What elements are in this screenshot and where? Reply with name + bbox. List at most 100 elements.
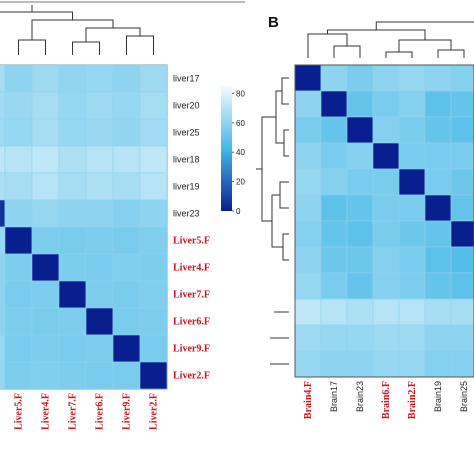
row-label: liver20 — [173, 101, 200, 111]
heatmap-cell — [346, 246, 374, 274]
heatmap-cell — [398, 350, 426, 378]
dendrogram-branch — [437, 49, 465, 58]
heatmap-cell — [85, 361, 114, 390]
heatmap-cell — [139, 253, 168, 282]
heatmap-cell — [320, 324, 348, 352]
heatmap-cell — [4, 307, 33, 336]
heatmap-cell — [31, 172, 60, 201]
heatmap-cell — [31, 64, 60, 93]
heatmap-cell — [346, 298, 374, 326]
heatmap-cell — [4, 334, 33, 363]
row-label: Liver2.F — [173, 371, 210, 382]
heatmap-cell — [139, 307, 168, 336]
heatmap-cell — [372, 90, 400, 118]
heatmap-cell — [398, 142, 426, 170]
panel-b-letter: B — [268, 14, 279, 31]
heatmap-cell — [320, 142, 348, 170]
heatmap-cell — [4, 253, 33, 282]
heatmap-cell — [424, 350, 452, 378]
heatmap-cell — [450, 90, 474, 118]
legend-colorbar — [221, 86, 232, 211]
column-label: Brain17 — [329, 381, 339, 412]
heatmap-cell — [139, 199, 168, 228]
heatmap-cell — [85, 226, 114, 255]
heatmap-cell — [139, 334, 168, 363]
heatmap-cell — [85, 118, 114, 147]
column-label: Liver6.F — [95, 393, 106, 430]
dendrogram-branch — [261, 116, 276, 222]
heatmap-cell — [112, 280, 141, 309]
heatmap-cell — [346, 194, 374, 222]
panel-a-column-labels: Liver5.F Liver4.F Liver7.F Liver6.F Liver9.F… — [14, 393, 160, 430]
row-label: Liver4.F — [173, 263, 210, 274]
heatmap-cell — [320, 64, 348, 92]
heatmap-cell — [294, 90, 322, 118]
heatmap-cell — [320, 116, 348, 144]
heatmap-cell — [58, 64, 87, 93]
heatmap-cell — [398, 272, 426, 300]
heatmap-cell — [346, 350, 374, 378]
heatmap-cell — [112, 64, 141, 93]
heatmap-cell — [31, 361, 60, 390]
heatmap-cell — [372, 168, 400, 196]
heatmap-cell — [112, 172, 141, 201]
heatmap-cell — [58, 172, 87, 201]
heatmap-cell — [294, 272, 322, 300]
panel-a-heatmap — [0, 64, 168, 390]
heatmap-cell — [0, 334, 6, 363]
heatmap-cell — [0, 145, 6, 174]
heatmap-cell — [398, 220, 426, 248]
heatmap-cell — [424, 194, 452, 222]
row-label: Liver5.F — [173, 236, 210, 247]
heatmap-cell — [4, 172, 33, 201]
heatmap-cell — [58, 361, 87, 390]
heatmap-cell — [450, 64, 474, 92]
panel-b-column-dendrogram — [307, 21, 474, 58]
heatmap-cell — [0, 253, 6, 282]
heatmap-cell — [320, 350, 348, 378]
panel-b-heatmap — [294, 64, 474, 378]
heatmap-cell — [294, 116, 322, 144]
column-label: Brain19 — [433, 381, 443, 412]
dendrogram-branch — [275, 90, 284, 144]
heatmap-cell — [139, 280, 168, 309]
column-label: Brain6.F — [381, 381, 392, 419]
heatmap-cell — [0, 226, 6, 255]
heatmap-cell — [424, 116, 452, 144]
heatmap-cell — [294, 350, 322, 378]
heatmap-cell — [372, 142, 400, 170]
panel-b-frame — [294, 64, 474, 378]
heatmap-cell — [112, 118, 141, 147]
dendrogram-branch — [327, 29, 426, 40]
heatmap-cell — [450, 246, 474, 274]
heatmap-cell — [112, 361, 141, 390]
heatmap-cell — [450, 298, 474, 326]
heatmap-cell — [424, 90, 452, 118]
heatmap-cell — [372, 64, 400, 92]
heatmap-cell — [31, 307, 60, 336]
heatmap-cell — [398, 324, 426, 352]
heatmap-cell — [85, 91, 114, 120]
heatmap-cell — [4, 91, 33, 120]
heatmap-cell — [372, 246, 400, 274]
heatmap-cell — [424, 168, 452, 196]
heatmap-cell — [450, 324, 474, 352]
heatmap-cell — [424, 220, 452, 248]
dendrogram-branch — [18, 39, 46, 55]
row-label: Liver6.F — [173, 317, 210, 328]
heatmap-cell — [58, 145, 87, 174]
heatmap-cell — [58, 91, 87, 120]
heatmap-cell — [294, 64, 322, 92]
heatmap-cell — [320, 298, 348, 326]
heatmap-cell — [294, 142, 322, 170]
heatmap-cell — [294, 194, 322, 222]
heatmap-cell — [4, 64, 33, 93]
dendrogram-branch — [279, 181, 289, 209]
panel-a-row-labels: liver17 liver20 liver25 liver18 liver19 liver… — [173, 74, 210, 382]
heatmap-cell — [346, 324, 374, 352]
heatmap-cell — [4, 118, 33, 147]
heatmap-cell — [31, 280, 60, 309]
heatmap-cell — [112, 307, 141, 336]
heatmap-cell — [346, 116, 374, 144]
